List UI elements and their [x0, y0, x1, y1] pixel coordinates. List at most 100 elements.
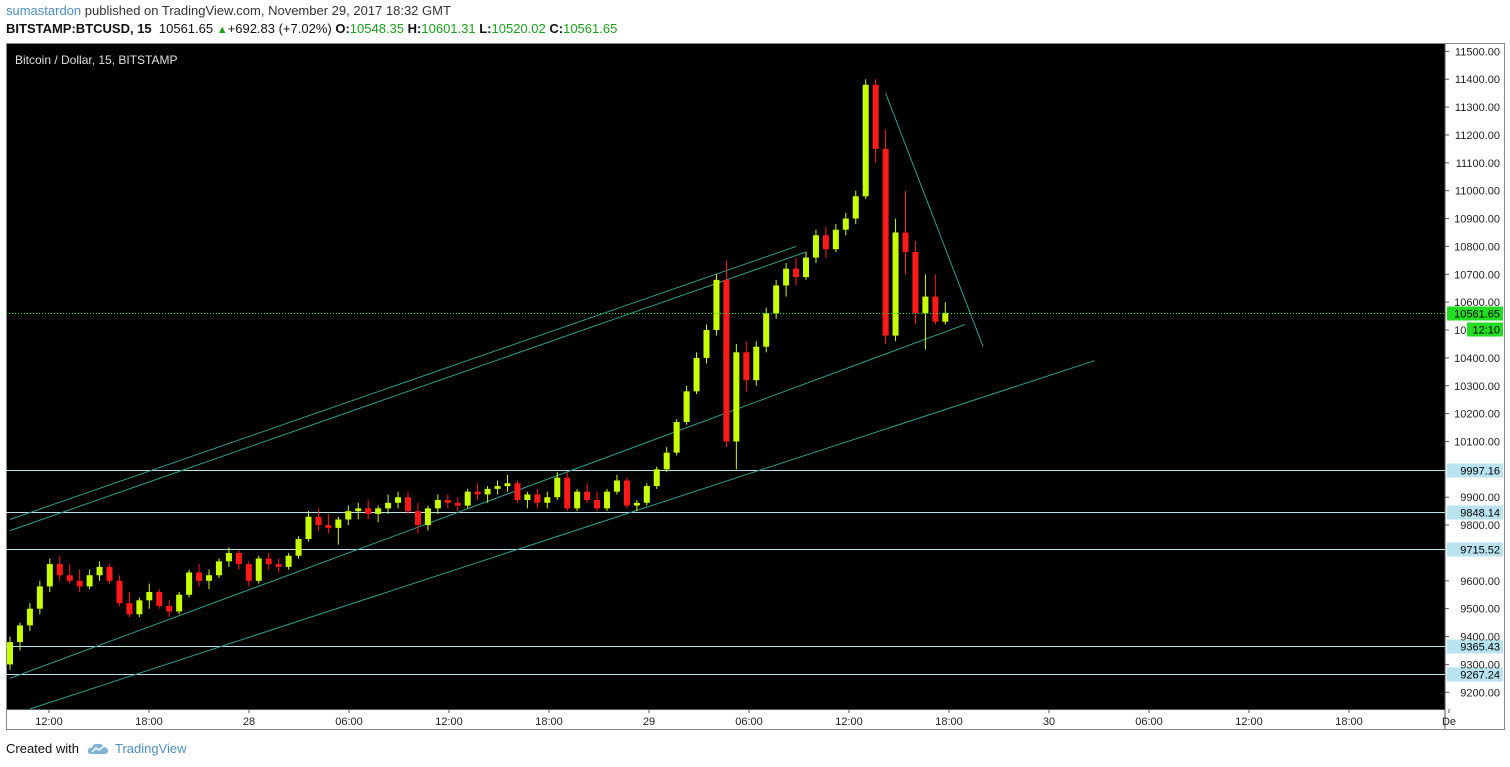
candle-up[interactable] [504, 483, 511, 487]
candle-up[interactable] [136, 600, 143, 615]
candle-down[interactable] [872, 84, 879, 149]
candle-up[interactable] [345, 511, 352, 520]
candle-up[interactable] [554, 477, 561, 498]
candle-up[interactable] [832, 229, 839, 250]
candle-down[interactable] [474, 491, 481, 495]
candle-down[interactable] [912, 251, 919, 314]
candle-up[interactable] [713, 279, 720, 331]
candle-up[interactable] [653, 469, 660, 487]
tradingview-link[interactable]: TradingView [87, 741, 187, 756]
candle-down[interactable] [315, 516, 322, 526]
candle-up[interactable] [36, 586, 43, 609]
candle-up[interactable] [225, 552, 232, 562]
candle-up[interactable] [633, 502, 640, 506]
candle-down[interactable] [156, 591, 163, 606]
candle-up[interactable] [355, 508, 362, 512]
candle-down[interactable] [793, 268, 800, 278]
candle-up[interactable] [16, 625, 23, 643]
candle-down[interactable] [723, 279, 730, 442]
candle-up[interactable] [96, 566, 103, 576]
candle-up[interactable] [484, 488, 491, 495]
candle-up[interactable] [892, 232, 899, 336]
candle-up[interactable] [783, 268, 790, 286]
candle-up[interactable] [524, 494, 531, 501]
candle-up[interactable] [26, 608, 33, 626]
candle-up[interactable] [574, 491, 581, 509]
candle-up[interactable] [305, 516, 312, 540]
candle-up[interactable] [7, 642, 13, 665]
candle-up[interactable] [693, 357, 700, 392]
candle-up[interactable] [86, 575, 93, 587]
candle-up[interactable] [544, 497, 551, 503]
candle-up[interactable] [852, 196, 859, 219]
candle-down[interactable] [275, 564, 282, 567]
candle-down[interactable] [166, 605, 173, 612]
candle-down[interactable] [196, 572, 203, 581]
candle-down[interactable] [405, 497, 411, 512]
candle-down[interactable] [245, 564, 252, 581]
candle-up[interactable] [215, 561, 222, 576]
candle-down[interactable] [743, 352, 750, 381]
candle-up[interactable] [295, 539, 302, 556]
candle-up[interactable] [424, 508, 431, 526]
candle-down[interactable] [594, 500, 601, 509]
candle-up[interactable] [186, 572, 193, 595]
candle-up[interactable] [663, 452, 670, 470]
author-link[interactable]: sumastardon [6, 3, 82, 18]
candle-up[interactable] [464, 491, 471, 506]
candle-down[interactable] [902, 232, 909, 252]
candle-down[interactable] [932, 296, 939, 322]
candle-up[interactable] [842, 218, 849, 230]
candle-down[interactable] [822, 235, 829, 250]
candle-up[interactable] [733, 352, 740, 442]
candle-down[interactable] [534, 494, 541, 503]
candle-down[interactable] [126, 603, 133, 615]
candle-up[interactable] [434, 500, 441, 509]
candle-down[interactable] [564, 477, 571, 509]
candle-down[interactable] [514, 483, 521, 501]
candle-down[interactable] [623, 480, 630, 506]
candle-up[interactable] [395, 497, 402, 503]
candle-up[interactable] [922, 296, 929, 314]
candle-up[interactable] [604, 491, 610, 509]
trendline[interactable] [885, 92, 984, 347]
candle-up[interactable] [773, 285, 780, 314]
trendline[interactable] [29, 360, 1095, 710]
candle-up[interactable] [494, 486, 501, 489]
candle-up[interactable] [753, 346, 760, 381]
candle-up[interactable] [385, 502, 392, 509]
candle-down[interactable] [116, 580, 123, 604]
candle-up[interactable] [942, 312, 949, 322]
candle-down[interactable] [106, 566, 113, 581]
trendline[interactable] [9, 245, 797, 520]
trendline[interactable] [9, 251, 807, 532]
candle-up[interactable] [613, 480, 620, 492]
candle-down[interactable] [454, 502, 461, 506]
candle-up[interactable] [703, 330, 710, 358]
candle-up[interactable] [176, 594, 183, 612]
time-axis[interactable] [6, 709, 1445, 730]
candle-up[interactable] [46, 564, 53, 587]
candle-down[interactable] [444, 500, 451, 503]
candle-down[interactable] [414, 511, 421, 526]
candle-down[interactable] [265, 558, 272, 565]
candle-down[interactable] [325, 525, 332, 528]
candle-down[interactable] [76, 580, 83, 587]
candle-up[interactable] [375, 508, 382, 514]
candle-down[interactable] [365, 508, 372, 514]
candle-down[interactable] [235, 552, 242, 565]
candle-up[interactable] [146, 591, 153, 601]
candle-up[interactable] [335, 519, 342, 528]
candle-up[interactable] [803, 257, 809, 278]
candle-up[interactable] [812, 235, 819, 258]
candle-down[interactable] [584, 491, 591, 501]
candle-down[interactable] [66, 575, 73, 581]
candle-up[interactable] [643, 486, 650, 503]
candle-up[interactable] [683, 391, 690, 422]
candle-up[interactable] [285, 555, 292, 567]
candle-up[interactable] [255, 558, 262, 581]
candle-up[interactable] [206, 575, 212, 581]
candle-up[interactable] [862, 84, 869, 197]
candle-down[interactable] [882, 148, 889, 336]
candle-up[interactable] [673, 421, 680, 453]
